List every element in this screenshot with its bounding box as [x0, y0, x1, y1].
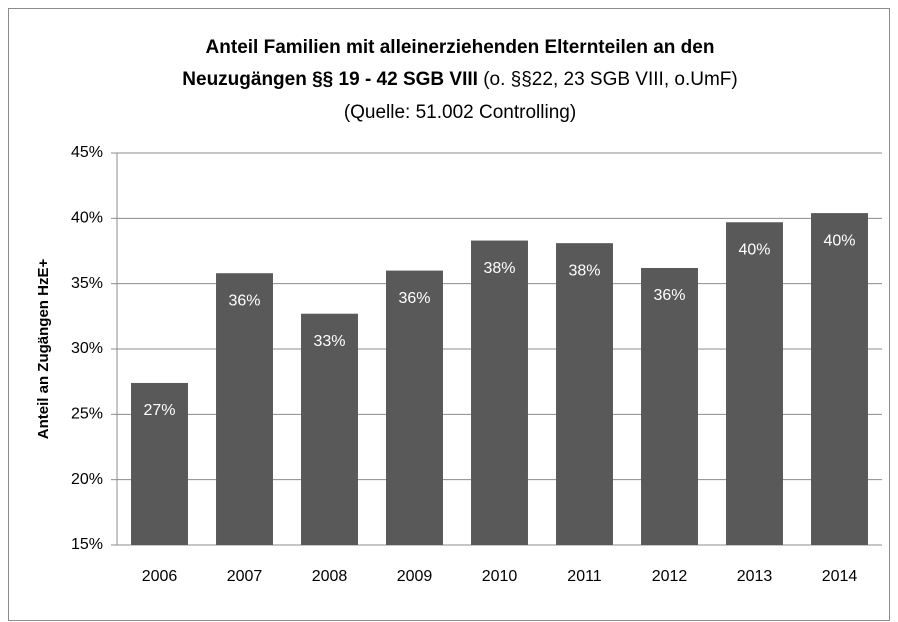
y-axis-label: Anteil an Zugängen HzE+ — [35, 259, 52, 440]
bar — [386, 270, 443, 545]
bar — [301, 313, 358, 545]
x-tick-label: 2009 — [397, 568, 433, 585]
bar — [471, 240, 528, 545]
bar — [641, 267, 698, 545]
data-label: 36% — [398, 290, 430, 307]
data-label: 36% — [653, 287, 685, 304]
chart-title: Neuzugängen §§ 19 - 42 SGB VIII (o. §§22… — [182, 69, 737, 90]
data-label: 40% — [738, 241, 770, 258]
y-tick-label: 25% — [71, 406, 103, 423]
x-tick-label: 2013 — [737, 568, 773, 585]
data-label: 38% — [568, 262, 600, 279]
y-tick-label: 35% — [71, 275, 103, 292]
bar — [216, 273, 273, 545]
x-tick-label: 2006 — [142, 568, 178, 585]
bar — [556, 243, 613, 545]
y-tick-label: 40% — [71, 210, 103, 227]
data-label: 33% — [313, 333, 345, 350]
bar — [726, 222, 783, 545]
y-tick-label: 30% — [71, 340, 103, 357]
x-tick-label: 2008 — [312, 568, 348, 585]
x-tick-label: 2010 — [482, 568, 518, 585]
chart-title: Neuzugängen §§ 19 - 42 SGB VIII — [182, 69, 478, 90]
y-tick-label: 45% — [71, 144, 103, 161]
bar — [131, 382, 188, 545]
y-tick-label: 20% — [71, 471, 103, 488]
x-tick-label: 2012 — [652, 568, 688, 585]
x-tick-label: 2007 — [227, 568, 263, 585]
data-label: 38% — [483, 260, 515, 277]
y-tick-label: 15% — [71, 536, 103, 553]
chart-title: Anteil Familien mit alleinerziehenden El… — [206, 37, 715, 58]
x-tick-label: 2011 — [567, 568, 602, 585]
title-note: (o. §§22, 23 SGB VIII, o.UmF) — [483, 69, 738, 90]
data-label: 27% — [143, 402, 175, 419]
chart-subtitle: (Quelle: 51.002 Controlling) — [344, 102, 576, 123]
data-label: 36% — [228, 292, 260, 309]
data-label: 40% — [823, 232, 855, 249]
bar — [811, 213, 868, 545]
x-tick-label: 2014 — [822, 568, 858, 585]
